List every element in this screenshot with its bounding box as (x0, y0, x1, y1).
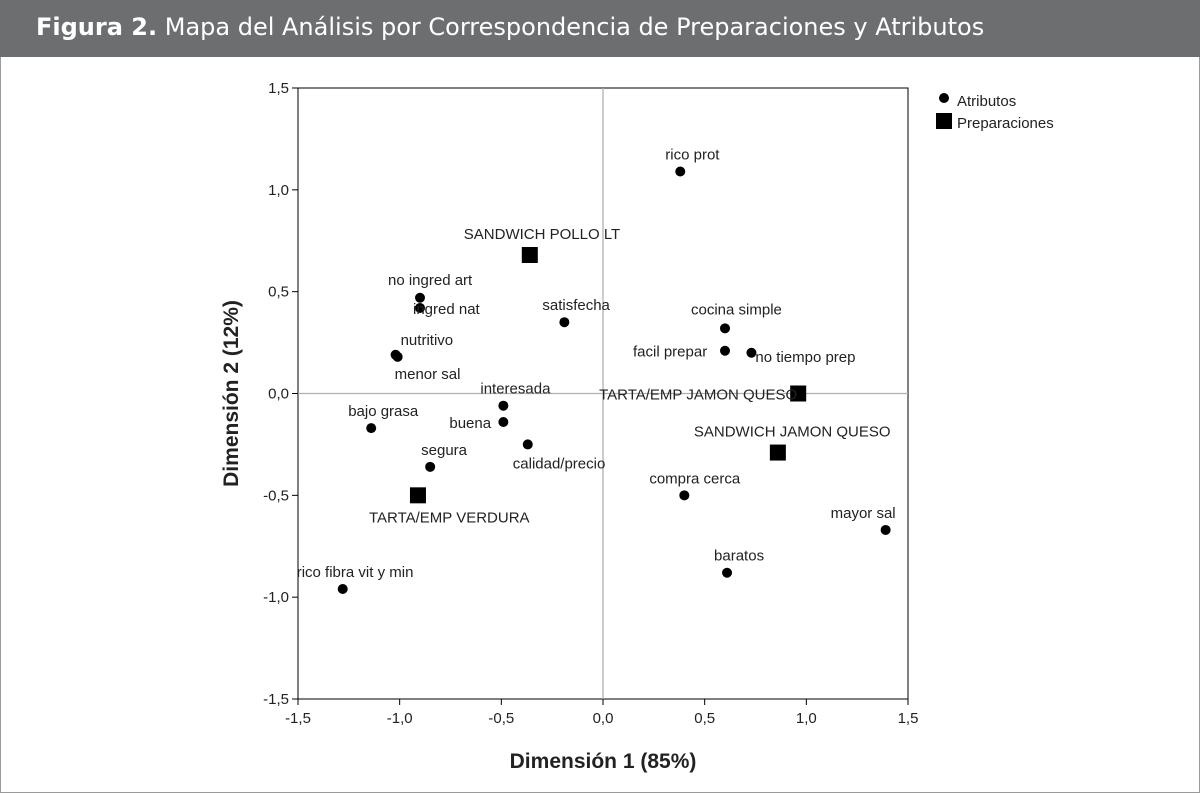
atributo-label: baratos (714, 548, 764, 565)
y-tick-label: 1,0 (268, 182, 289, 199)
atributo-label: no ingred art (388, 272, 473, 289)
y-axis-title: Dimensión 2 (12%) (220, 300, 243, 487)
legend-marker-square (936, 113, 952, 129)
preparacion-point (521, 247, 538, 264)
atributo-point (880, 524, 891, 535)
atributo-label: mayor sal (831, 505, 896, 522)
atributo-label: no tiempo prep (755, 349, 855, 366)
atributo-point (425, 461, 436, 472)
atributo-label: nutritivo (401, 332, 454, 349)
atributo-point (415, 302, 425, 313)
atributo-point (498, 400, 509, 411)
atributo-point (559, 317, 570, 328)
legend-label-atributos: Atributos (957, 93, 1016, 110)
atributo-point (746, 347, 757, 358)
x-tick-label: -1,0 (387, 710, 413, 727)
preparacion-label: SANDWICH JAMON QUESO (694, 424, 891, 441)
atributo-label: rico prot (665, 147, 720, 164)
atributo-label: facil prepar (633, 344, 707, 361)
figure-label: Figura 2. (36, 13, 158, 41)
preparacion-label: SANDWICH POLLO LT (464, 226, 620, 243)
atributo-point (415, 292, 425, 303)
x-tick-label: 0,5 (694, 710, 715, 727)
atributo-label: menor sal (395, 366, 461, 383)
atributo-point (679, 490, 690, 501)
x-tick-label: 1,5 (898, 710, 919, 727)
atributo-point (337, 584, 348, 595)
legend-label-preparaciones: Preparaciones (957, 115, 1054, 132)
atributo-point (366, 423, 377, 434)
atributo-label: buena (449, 415, 491, 432)
atributo-label: interesada (480, 381, 551, 398)
preparacion-point (790, 385, 807, 402)
y-tick-label: -0,5 (263, 487, 289, 504)
atributo-label: segura (421, 442, 468, 459)
atributo-label: compra cerca (649, 470, 741, 487)
atributo-label: cocina simple (691, 301, 782, 318)
x-tick-label: -0,5 (488, 710, 514, 727)
atributo-point (675, 166, 686, 177)
x-tick-label: -1,5 (285, 710, 311, 727)
x-axis-title: Dimensión 1 (85%) (510, 750, 697, 773)
preparacion-point (409, 487, 426, 504)
figure-caption: Figura 2. Mapa del Análisis por Correspo… (36, 13, 984, 41)
y-tick-label: 0,5 (268, 284, 289, 301)
atributo-label: satisfecha (542, 297, 610, 314)
y-tick-label: 0,0 (268, 386, 289, 403)
atributo-label: rico fibra vit y min (297, 564, 414, 581)
figure-banner: Figura 2. Mapa del Análisis por Correspo… (0, 0, 1200, 57)
atributo-label: bajo grasa (348, 403, 419, 420)
x-tick-label: 0,0 (593, 710, 614, 727)
preparacion-label: TARTA/EMP VERDURA (369, 509, 530, 526)
y-tick-label: -1,0 (263, 589, 289, 606)
figure-title: Mapa del Análisis por Correspondencia de… (164, 13, 985, 41)
atributo-point (720, 323, 730, 334)
atributo-point (722, 567, 733, 578)
atributo-point (720, 345, 730, 356)
atributo-label: calidad/precio (513, 455, 606, 472)
atributo-point (522, 439, 533, 450)
preparacion-label: TARTA/EMP JAMON QUESO (599, 387, 797, 404)
atributo-label: ingred nat (413, 301, 481, 318)
atributo-point (498, 417, 509, 428)
atributo-point (392, 351, 403, 362)
legend-marker-circle (939, 93, 949, 103)
x-tick-label: 1,0 (796, 710, 817, 727)
preparacion-point (769, 444, 786, 461)
y-tick-label: -1,5 (263, 691, 289, 708)
y-tick-label: 1,5 (268, 80, 289, 97)
